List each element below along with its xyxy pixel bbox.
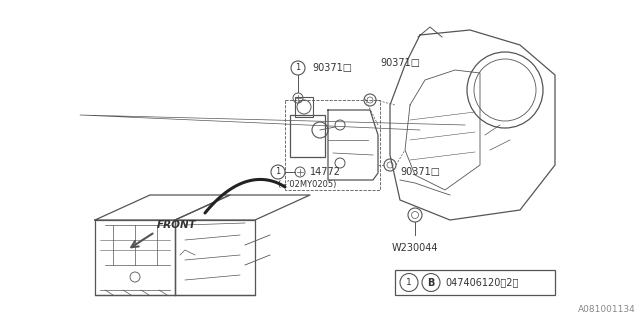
Text: 90371□: 90371□	[312, 63, 352, 73]
Bar	[285, 100, 380, 190]
Text: ( -’02MY0205): ( -’02MY0205)	[278, 180, 337, 188]
Text: A081001134: A081001134	[579, 305, 636, 314]
Text: 1: 1	[275, 167, 280, 177]
Text: 1: 1	[406, 278, 412, 287]
Text: 90371□: 90371□	[380, 58, 420, 68]
Text: 047406120（2）: 047406120（2）	[445, 277, 518, 287]
Bar	[295, 97, 313, 117]
Text: 14772: 14772	[310, 167, 341, 177]
Bar	[290, 115, 325, 157]
Text: FRONT: FRONT	[157, 220, 196, 230]
Text: 1: 1	[296, 63, 301, 73]
Bar	[395, 270, 555, 295]
Text: 90371□: 90371□	[400, 167, 440, 177]
Text: B: B	[428, 277, 435, 287]
Text: W230044: W230044	[392, 243, 438, 253]
